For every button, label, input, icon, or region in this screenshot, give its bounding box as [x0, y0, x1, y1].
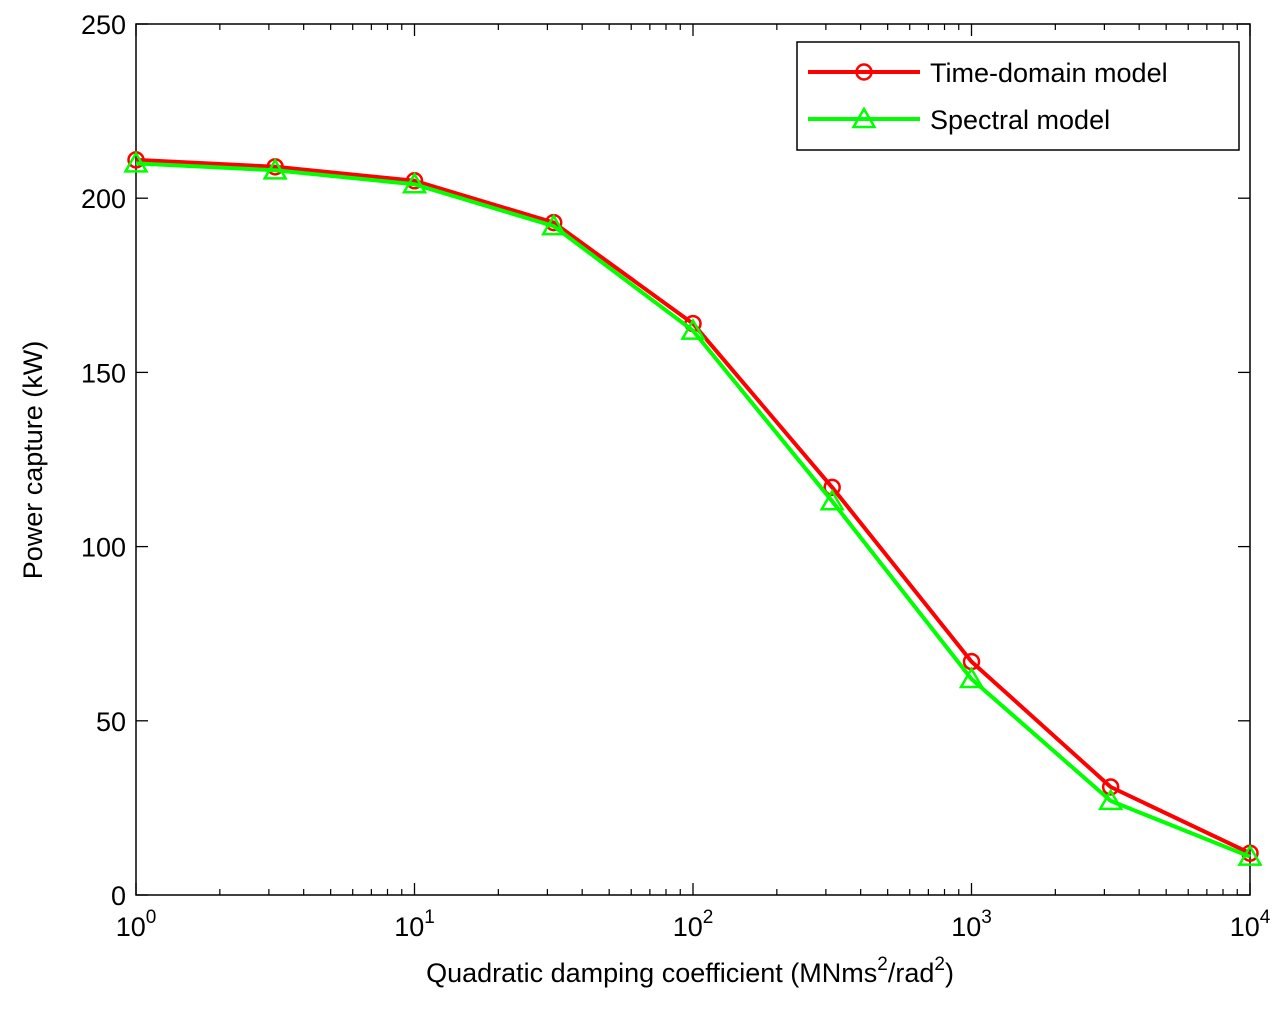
legend-box: [796, 41, 1240, 151]
legend-label-time-domain: Time-domain model: [930, 58, 1168, 88]
data-point-spectral: [819, 488, 845, 511]
y-tick-label: 250: [81, 10, 126, 40]
x-axis-label: Quadratic damping coefficient (MNms2/rad…: [426, 954, 954, 988]
y-tick-label: 0: [111, 881, 126, 911]
x-tick-label: 103: [951, 907, 992, 942]
x-tick-label: 100: [116, 907, 157, 942]
legend-marker-time-domain: [855, 63, 873, 81]
data-point-spectral: [1097, 788, 1124, 811]
x-tick-label: 104: [1230, 907, 1271, 942]
y-tick-label: 50: [96, 707, 126, 737]
data-point-time-domain: [1101, 778, 1120, 796]
y-axis-label: Power capture (kW): [18, 341, 48, 580]
x-tick-label: 101: [394, 907, 435, 942]
data-point-spectral: [123, 150, 149, 173]
y-tick-label: 200: [81, 184, 126, 214]
data-point-spectral: [958, 666, 985, 689]
data-point-spectral: [540, 213, 567, 236]
series-line-time-domain: [135, 157, 1251, 856]
series-line-spectral: [135, 161, 1251, 859]
data-point-spectral: [680, 318, 706, 340]
data-point-spectral: [1237, 844, 1263, 866]
data-point-time-domain: [823, 478, 841, 497]
legend-marker-spectral: [851, 106, 877, 129]
y-tick-label: 100: [81, 533, 126, 563]
x-tick-label: 102: [673, 907, 714, 942]
y-tick-label: 150: [81, 358, 126, 388]
data-point-spectral: [262, 157, 288, 180]
plot-area: [135, 23, 1251, 896]
legend-label-spectral: Spectral model: [930, 105, 1110, 135]
data-point-spectral: [401, 171, 428, 194]
legend: Time-domain model Spectral model: [796, 41, 1240, 151]
